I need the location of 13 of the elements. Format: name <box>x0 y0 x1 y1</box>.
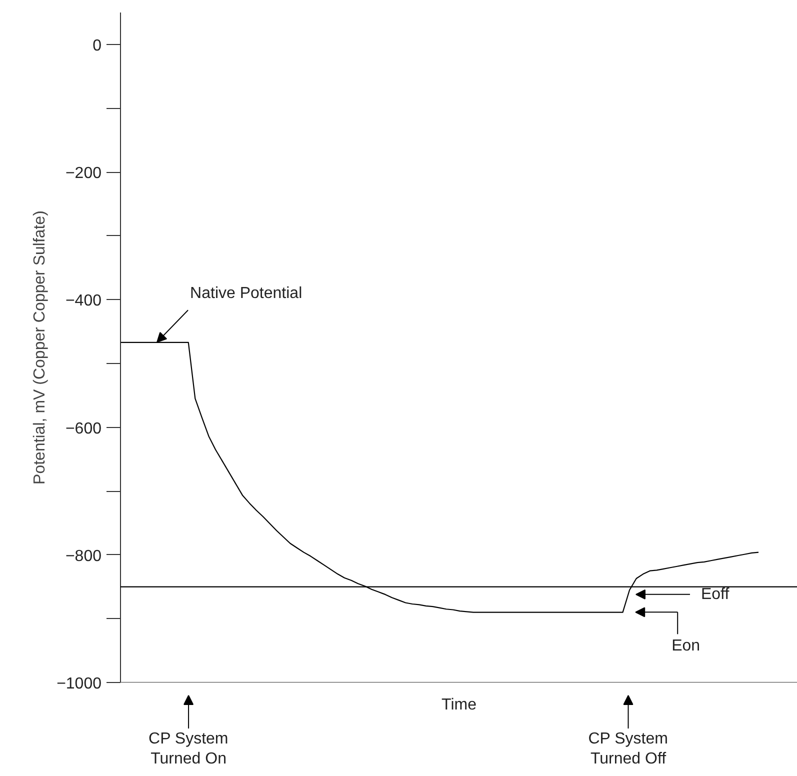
annotation: Eon <box>672 638 700 655</box>
y-tick-label: −1000 <box>56 676 102 692</box>
text: CP System Turned On <box>148 730 228 768</box>
y-tick-label: −600 <box>65 420 102 438</box>
text: CP System Turned Off <box>588 730 668 768</box>
y-tick-label: −400 <box>65 292 102 310</box>
y-axis-title: Potential, mV (Copper Copper Sulfate) <box>32 210 49 484</box>
y-tick-label: −800 <box>65 548 102 565</box>
y-tick-label: 0 <box>92 37 102 54</box>
annotation: Native Potential <box>190 285 302 302</box>
y-tick-label: −200 <box>65 165 102 182</box>
annotation: Eoff <box>700 586 730 603</box>
x-axis-title: Time <box>442 696 477 714</box>
